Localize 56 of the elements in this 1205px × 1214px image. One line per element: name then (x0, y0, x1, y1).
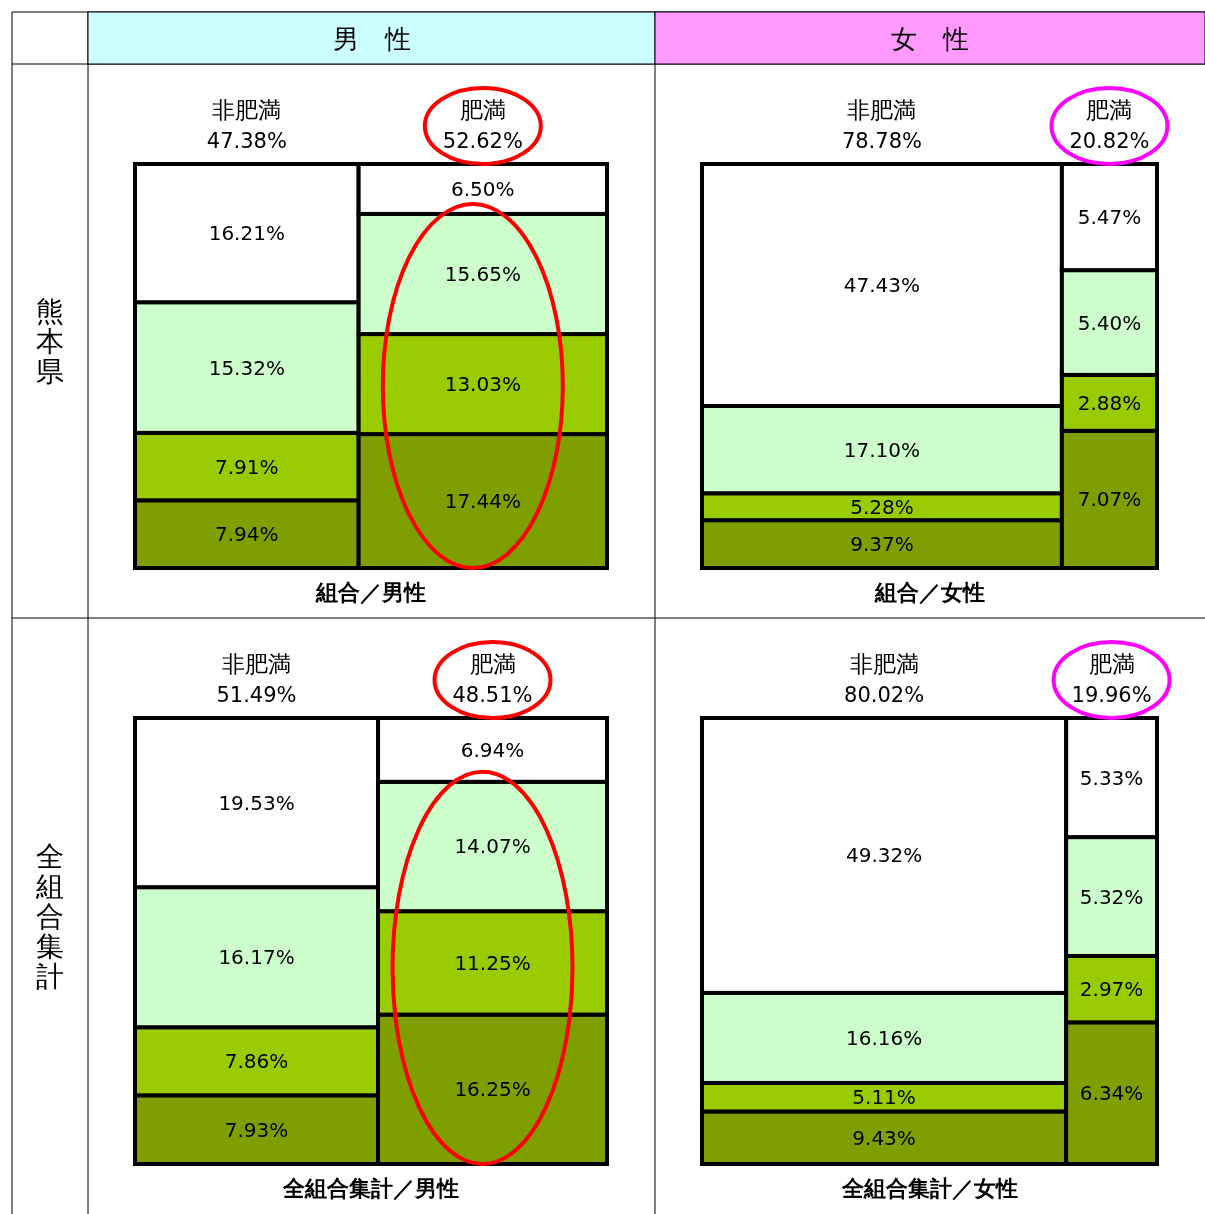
text: 組合／男性 (315, 580, 426, 605)
data-label: 17.44% (444, 489, 521, 514)
data-label: 5.47% (1077, 205, 1142, 230)
data-label: 7.86% (224, 1049, 289, 1074)
data-label: 15.65% (444, 261, 521, 286)
data-label: 19.96% (1071, 683, 1152, 707)
data-label: 7.94% (215, 522, 279, 547)
text: 全組合集計 (35, 840, 64, 993)
data-label: 5.33% (1079, 765, 1144, 790)
data-label: 6.94% (460, 737, 525, 762)
category-label: 肥満 (459, 97, 506, 123)
data-label: 5.40% (1077, 310, 1142, 335)
data-label: 14.07% (454, 834, 531, 859)
data-label: 7.93% (224, 1117, 289, 1142)
text: 組合／女性 (873, 580, 985, 605)
category-label: 肥満 (469, 651, 516, 677)
category-label: 非肥満 (222, 651, 292, 677)
data-label: 51.49% (216, 683, 297, 707)
data-label: 19.53% (218, 790, 295, 815)
data-label: 47.43% (843, 273, 921, 297)
text: 女 性 (891, 24, 969, 54)
text: 熊本県 (36, 295, 64, 388)
data-label: 17.10% (843, 437, 921, 462)
data-label: 2.88% (1077, 390, 1142, 415)
data-label: 48.51% (452, 683, 533, 707)
text: 全組合集計／女性 (840, 1176, 1018, 1201)
data-label: 16.16% (845, 1025, 923, 1050)
data-label: 2.97% (1079, 977, 1144, 1002)
data-label: 16.17% (218, 945, 295, 970)
data-label: 16.21% (208, 221, 285, 246)
category-label: 非肥満 (847, 97, 917, 123)
data-label: 13.03% (444, 372, 521, 397)
data-label: 9.37% (850, 532, 914, 557)
category-label: 非肥満 (212, 97, 282, 123)
data-label: 9.43% (852, 1125, 916, 1150)
data-label: 80.02% (844, 683, 925, 707)
data-label: 78.78% (841, 129, 922, 153)
text: 全組合集計／男性 (282, 1176, 459, 1201)
data-label: 7.07% (1077, 487, 1142, 512)
data-label: 47.38% (206, 129, 287, 153)
category-label: 非肥満 (849, 651, 919, 677)
data-label: 6.34% (1079, 1081, 1144, 1106)
data-label: 5.28% (850, 494, 914, 519)
data-label: 16.25% (454, 1077, 531, 1102)
data-label: 6.50% (451, 176, 515, 201)
data-label: 11.25% (454, 950, 531, 975)
data-label: 52.62% (442, 129, 523, 153)
data-label: 5.32% (1079, 884, 1144, 909)
data-label: 5.11% (852, 1085, 916, 1110)
text: 男 性 (332, 24, 411, 54)
category-label: 肥満 (1088, 651, 1135, 677)
data-label: 7.91% (215, 454, 279, 479)
data-label: 20.82% (1069, 129, 1150, 153)
data-label: 49.32% (845, 843, 923, 868)
data-label: 15.32% (208, 355, 285, 380)
category-label: 肥満 (1086, 97, 1133, 123)
